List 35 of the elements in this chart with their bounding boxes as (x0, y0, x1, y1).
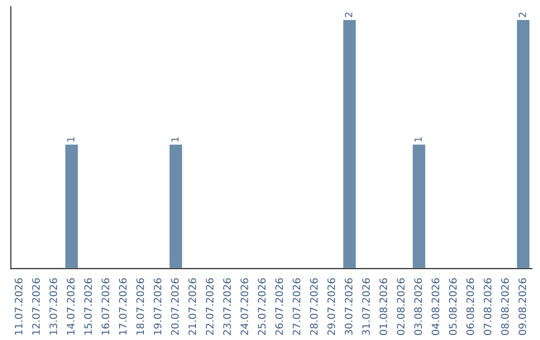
x-tick-label: 07.08.2026 (484, 278, 492, 336)
x-tick-label: 03.08.2026 (414, 278, 422, 336)
x-tick-label: 19.07.2026 (154, 278, 162, 335)
data-label: 2 (344, 12, 352, 18)
x-tick-label: 06.08.2026 (466, 278, 474, 336)
x-tick-label: 28.07.2026 (310, 278, 318, 335)
x-tick-label: 17.07.2026 (118, 278, 127, 335)
x-tick-label: 22.07.2026 (206, 278, 214, 335)
x-tick-label: 23.07.2026 (223, 278, 231, 335)
x-tick-label: 29.07.2026 (327, 278, 336, 335)
x-tick-label: 01.08.2026 (380, 278, 388, 336)
x-tick-label: 26.07.2026 (275, 278, 283, 335)
x-tick-label: 04.08.2026 (432, 278, 440, 336)
x-tick-label: 05.08.2026 (449, 278, 457, 336)
x-tick-label: 14.07.2026 (66, 278, 75, 335)
x-tick-label: 15.07.2026 (84, 278, 92, 335)
x-tick-label: 31.07.2026 (362, 278, 370, 335)
x-tick-label: 12.07.2026 (32, 278, 40, 335)
data-label: 2 (518, 12, 526, 18)
x-tick-label: 27.07.2026 (292, 278, 300, 335)
x-tick-label: 18.07.2026 (136, 278, 144, 335)
data-label: 1 (171, 137, 178, 142)
x-tick-label: 09.08.2026 (518, 278, 526, 336)
x-tick-label: 11.07.2026 (14, 278, 22, 335)
data-label: 1 (414, 137, 422, 142)
x-tick-label: 20.07.2026 (171, 278, 179, 335)
data-label: 1 (67, 137, 74, 142)
x-tick-label: 21.07.2026 (188, 278, 196, 335)
x-tick-label: 13.07.2026 (50, 278, 58, 335)
x-tick-label: 30.07.2026 (344, 278, 352, 335)
x-tick-label: 08.08.2026 (501, 278, 509, 336)
x-tick-label: 25.07.2026 (258, 278, 266, 335)
x-tick-label: 16.07.2026 (102, 278, 110, 335)
x-tick-label: 02.08.2026 (396, 278, 405, 336)
x-tick-label: 24.07.2026 (240, 278, 248, 335)
